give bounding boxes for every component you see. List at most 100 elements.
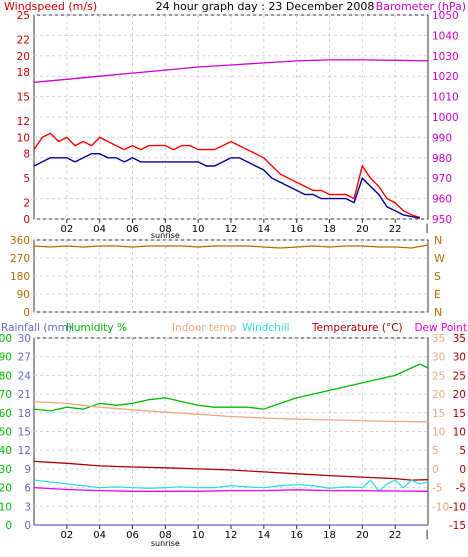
- bottom-xtick-label-18: 18: [323, 530, 336, 541]
- compass-label-2: S: [434, 270, 441, 283]
- direction-tick-270: 270: [10, 253, 30, 265]
- indoor-tick-5: 5: [432, 445, 439, 457]
- top-xtick-label-08: 08: [159, 224, 172, 235]
- bottom-xtick-label-16: 16: [290, 530, 303, 541]
- humidity-tick-80: 80: [0, 370, 12, 382]
- rainfall-tick-9: 9: [24, 464, 31, 476]
- humidity-tick-0: 0: [5, 520, 12, 532]
- temperature-tick-0: 0: [459, 464, 466, 476]
- barometer-tick-980: 980: [432, 153, 452, 165]
- windspeed-tick-8: 8: [23, 149, 30, 161]
- top-xtick-label-22: 22: [389, 224, 402, 235]
- windspeed-tick-18: 18: [17, 67, 30, 79]
- humidity-line: [33, 363, 429, 412]
- indoor-tick-25: 25: [432, 370, 445, 382]
- barometer-tick-1030: 1030: [432, 51, 459, 63]
- barometer-tick-1020: 1020: [432, 71, 459, 83]
- bottom-xtick-label-10: 10: [192, 530, 205, 541]
- legend-humidity: Humidity %: [66, 322, 127, 334]
- barometer-tick-1000: 1000: [432, 112, 459, 124]
- rainfall-tick-6: 6: [24, 483, 31, 495]
- legend-indoor-temp: Indoor temp: [172, 322, 237, 334]
- compass-label-4: N: [434, 306, 442, 319]
- barometer-tick-1010: 1010: [432, 92, 459, 104]
- indoor-temp-line: [33, 400, 429, 423]
- bottom-xtick-label-04: 04: [93, 530, 106, 541]
- indoor-tick-20: 20: [432, 389, 445, 401]
- bottom-xtick-label-06: 06: [126, 530, 139, 541]
- windspeed-tick-12: 12: [17, 116, 30, 128]
- top-xtick-label-06: 06: [126, 224, 139, 235]
- rainfall-tick-21: 21: [18, 389, 31, 401]
- windspeed-tick-15: 15: [17, 92, 30, 104]
- windspeed-tick-20: 20: [17, 51, 30, 63]
- direction-tick-360: 360: [10, 235, 30, 247]
- windspeed-tick-2: 2: [23, 198, 30, 210]
- legend-windchill: Windchill: [242, 322, 290, 334]
- humidity-tick-40: 40: [0, 445, 12, 457]
- windspeed-axis-label: Windspeed (m/s): [4, 0, 97, 13]
- bottom-xtick-label-02: 02: [60, 530, 73, 541]
- humidity-tick-50: 50: [0, 427, 12, 439]
- windspeed-line: [33, 132, 421, 219]
- barometer-tick-1040: 1040: [432, 30, 459, 42]
- bottom-xtick-label-14: 14: [257, 530, 270, 541]
- indoor-tick--10: -10: [432, 501, 449, 513]
- rainfall-tick-3: 3: [24, 501, 31, 513]
- temperature-tick-15: 15: [453, 408, 466, 420]
- windspeed-average-line: [33, 152, 420, 219]
- bottom-xtick-label-20: 20: [356, 530, 369, 541]
- temperature-tick-5: 5: [459, 445, 466, 457]
- top-xtick-label-18: 18: [323, 224, 336, 235]
- direction-tick-0: 0: [23, 307, 30, 319]
- indoor-tick-35: 35: [432, 333, 445, 345]
- rainfall-tick-30: 30: [18, 333, 31, 345]
- indoor-tick--5: -5: [432, 483, 442, 495]
- indoor-tick-0: 0: [432, 464, 439, 476]
- bottom-xtick-label-08: 08: [159, 530, 172, 541]
- barometer-tick-970: 970: [432, 173, 452, 185]
- top-xtick-label-16: 16: [290, 224, 303, 235]
- direction-tick-180: 180: [10, 271, 30, 283]
- barometer-tick-990: 990: [432, 132, 452, 144]
- humidity-tick-10: 10: [0, 501, 12, 513]
- barometer-tick-1050: 1050: [432, 10, 459, 22]
- windspeed-tick-0: 0: [23, 214, 30, 226]
- rainfall-tick-27: 27: [18, 352, 31, 364]
- windchill-line: [33, 479, 429, 493]
- temperature-tick--5: -5: [456, 483, 466, 495]
- legend-dew-point: Dew Point: [414, 322, 467, 334]
- humidity-tick-100: 100: [0, 333, 12, 345]
- chart-title: 24 hour graph day : 23 December 2008: [156, 0, 375, 13]
- legend-rainfall: Rainfall (mm): [1, 322, 72, 334]
- temperature-line: [33, 460, 429, 481]
- legend-temperature: Temperature (°C): [311, 322, 403, 334]
- bottom-xtick-end: |: [425, 529, 428, 540]
- indoor-tick-15: 15: [432, 408, 445, 420]
- top-xtick-label-12: 12: [225, 224, 238, 235]
- temperature-tick-25: 25: [453, 370, 466, 382]
- indoor-tick-30: 30: [432, 352, 445, 364]
- temperature-tick-30: 30: [453, 352, 466, 364]
- humidity-tick-30: 30: [0, 464, 12, 476]
- dew-point-line: [33, 486, 429, 492]
- temperature-tick-20: 20: [453, 389, 466, 401]
- barometer-axis-label: Barometer (hPa): [376, 0, 466, 13]
- temperature-tick-35: 35: [453, 333, 466, 345]
- humidity-tick-20: 20: [0, 483, 12, 495]
- bottom-xtick-label-22: 22: [389, 530, 402, 541]
- windspeed-tick-10: 10: [17, 132, 30, 144]
- top-xtick-label-02: 02: [60, 224, 73, 235]
- temperature-tick-10: 10: [453, 427, 466, 439]
- rainfall-tick-0: 0: [24, 520, 31, 532]
- sunrise-label-bottom: sunrise: [151, 539, 180, 548]
- barometer-tick-960: 960: [432, 194, 452, 206]
- top-xtick-end: |: [425, 223, 428, 234]
- rainfall-tick-24: 24: [18, 370, 32, 382]
- grid-layer: [34, 14, 428, 526]
- top-xtick-label-04: 04: [93, 224, 106, 235]
- direction-tick-90: 90: [17, 289, 30, 301]
- top-xtick-label-14: 14: [257, 224, 270, 235]
